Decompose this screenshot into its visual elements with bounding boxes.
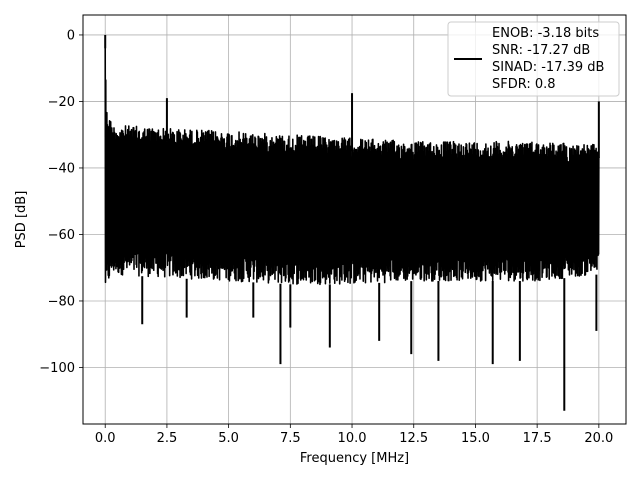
y-tick-label: −80 [48, 294, 75, 309]
legend-sinad: SINAD: -17.39 dB [492, 60, 604, 75]
psd-trace [104, 48, 600, 286]
x-tick-label: 15.0 [461, 431, 490, 446]
legend-enob: ENOB: -3.18 bits [492, 26, 599, 41]
x-tick-label: 2.5 [157, 431, 178, 446]
plot-layer [104, 34, 600, 411]
y-tick-label: −20 [48, 95, 75, 110]
x-axis-label: Frequency [MHz] [300, 451, 409, 466]
axes-frame [82, 14, 627, 425]
legend-snr: SNR: -17.27 dB [492, 43, 590, 58]
x-tick-label: 5.0 [218, 431, 239, 446]
x-tick-label: 0.0 [95, 431, 116, 446]
y-axis-label: PSD [dB] [14, 191, 29, 249]
y-tick-label: −60 [48, 228, 75, 243]
x-tick-label: 12.5 [399, 431, 428, 446]
legend-box [447, 21, 620, 97]
x-tick-label: 17.5 [523, 431, 552, 446]
x-tick-label: 7.5 [280, 431, 301, 446]
y-tick-label: 0 [67, 28, 75, 43]
legend-sfdr: SFDR: 0.8 [492, 77, 556, 92]
x-tick-label: 20.0 [584, 431, 613, 446]
tick-layer: 0.0 2.5 5.0 7.5 10.0 12.5 15.0 17.5 20.0 0 −20 −40 −… [39, 28, 613, 446]
x-tick-label: 10.0 [338, 431, 367, 446]
y-tick-label: −40 [48, 161, 75, 176]
legend: ENOB: -3.18 bits SNR: -17.27 dB SINAD: -… [447, 21, 620, 97]
y-tick-label: −100 [39, 361, 75, 376]
